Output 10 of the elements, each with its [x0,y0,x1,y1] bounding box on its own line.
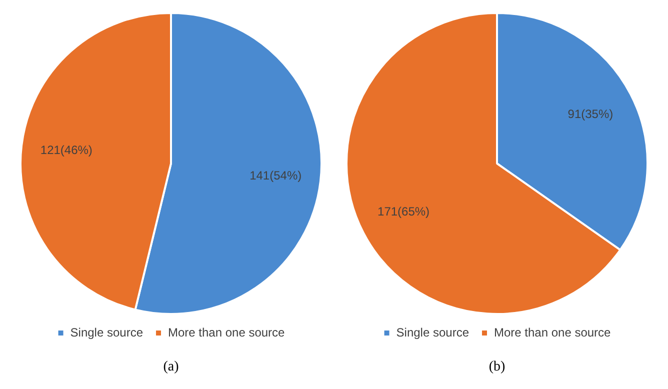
legend-label: More than one source [168,325,286,340]
text: (b) [488,360,506,375]
data-label: 141(54%) [250,168,302,182]
data-label: 171(65%) [378,204,430,218]
legend-label: Single source [70,325,144,340]
data-label: 91(35%) [568,107,614,122]
legend-label: More than one source [494,325,612,340]
legend-label: Single source [396,325,470,340]
text: (a) [163,360,180,375]
data-label: 121(46%) [40,143,92,158]
